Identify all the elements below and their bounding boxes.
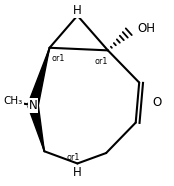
Polygon shape [28,104,44,151]
Text: or1: or1 [95,57,108,66]
Text: H: H [73,4,82,17]
Text: OH: OH [137,22,155,35]
Text: O: O [153,96,162,109]
Text: or1: or1 [67,153,80,162]
Polygon shape [28,48,50,107]
Text: N: N [29,99,37,112]
Text: CH₃: CH₃ [3,96,23,106]
Text: or1: or1 [51,54,65,63]
Text: H: H [73,166,82,179]
